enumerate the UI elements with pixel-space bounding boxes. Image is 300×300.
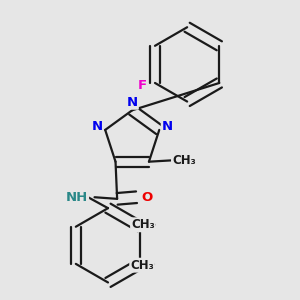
Text: CH₃: CH₃ bbox=[131, 218, 155, 231]
Text: O: O bbox=[142, 191, 153, 204]
Text: N: N bbox=[127, 96, 138, 109]
Text: NH: NH bbox=[66, 191, 88, 204]
Text: N: N bbox=[162, 120, 173, 133]
Text: CH₃: CH₃ bbox=[130, 259, 154, 272]
Text: N: N bbox=[92, 120, 103, 133]
Text: F: F bbox=[138, 80, 147, 92]
Text: CH₃: CH₃ bbox=[172, 154, 196, 166]
